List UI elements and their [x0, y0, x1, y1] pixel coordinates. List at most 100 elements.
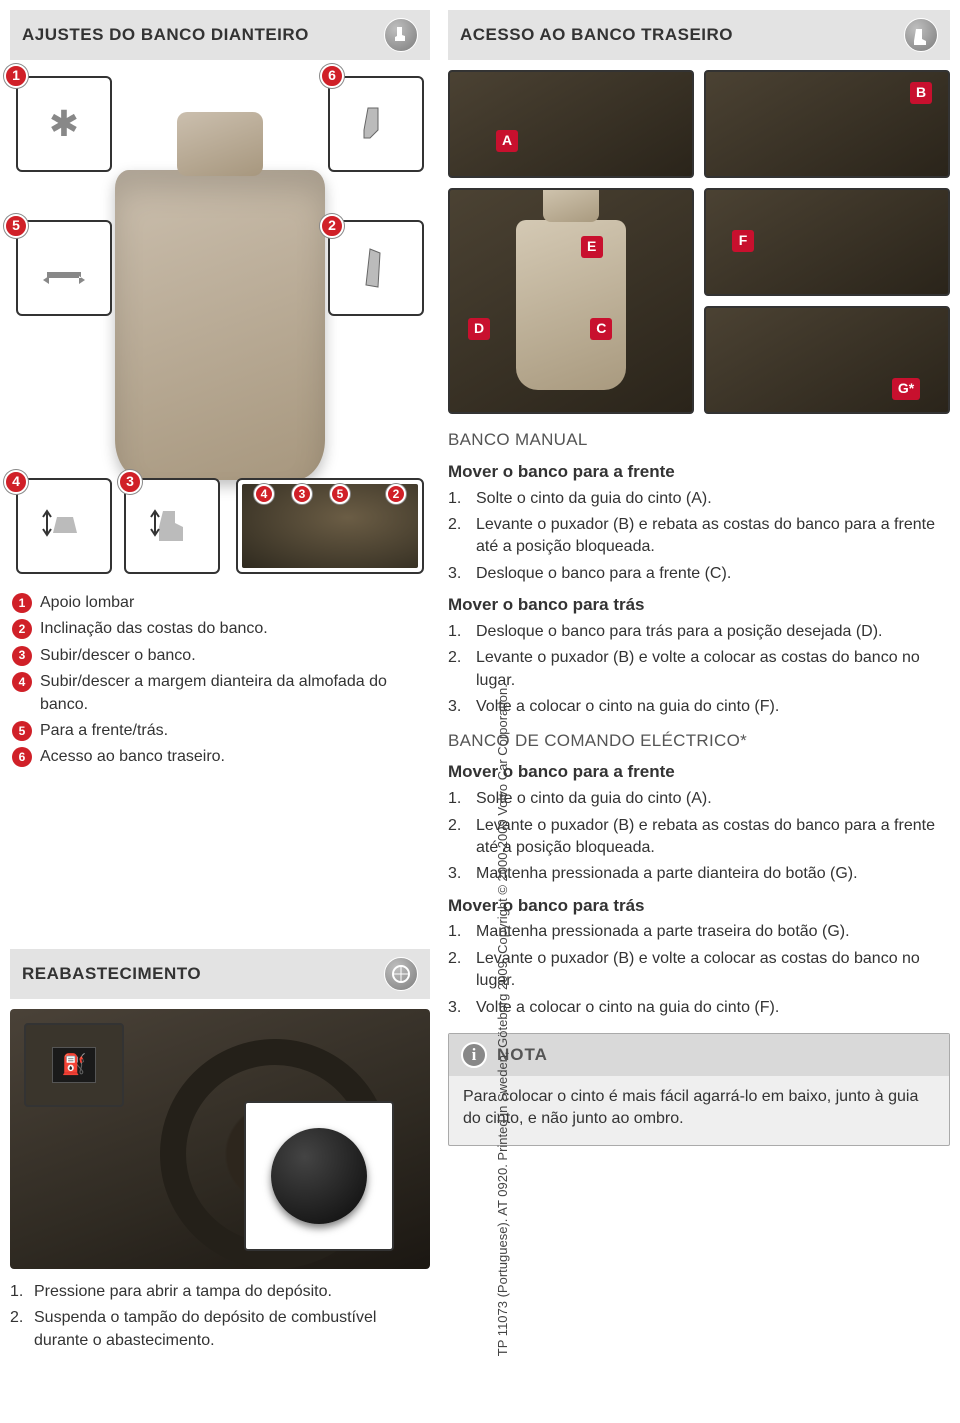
- list-item: 1. Desloque o banco para trás para a posi…: [448, 621, 950, 643]
- step-num: 1.: [448, 488, 466, 510]
- step-num: 1.: [10, 1281, 28, 1303]
- ajustes-header: AJUSTES DO BANCO DIANTEIRO: [10, 10, 430, 60]
- callout-4: [16, 478, 112, 574]
- refuel-title: REABASTECIMENTO: [22, 962, 201, 986]
- list-item: 2.Levante o puxador (B) e volte a coloca…: [448, 948, 950, 993]
- callout-2: [328, 220, 424, 316]
- manual-fwd-list: 1.Solte o cinto da guia do cinto (A). 2.…: [448, 488, 950, 586]
- electric-fwd-title: Mover o banco para a frente: [448, 760, 950, 784]
- manual-back-list: 1. Desloque o banco para trás para a posi…: [448, 621, 950, 719]
- refuel-header: REABASTECIMENTO: [10, 949, 430, 999]
- rear-cell-a: A: [448, 70, 694, 178]
- list-item: 1. Pressione para abrir a tampa do depósi…: [10, 1281, 430, 1303]
- badge-1: 1: [4, 64, 28, 88]
- refuel-steps: 1. Pressione para abrir a tampa do depósi…: [10, 1281, 430, 1352]
- refuel-illustration: ⛽: [10, 1009, 430, 1269]
- copyright-side-text: TP 11073 (Portuguese). AT 0920. Printed …: [494, 486, 512, 1356]
- legend-badge: 3: [12, 646, 32, 666]
- list-item: 2.Levante o puxador (B) e rebata as cost…: [448, 514, 950, 559]
- list-item: 3.Mantenha pressionada a parte dianteira…: [448, 863, 950, 885]
- rear-access-grid: A B E D C F G*: [448, 70, 950, 414]
- step-num: 1.: [448, 921, 466, 943]
- callout-5: [16, 220, 112, 316]
- wheel-icon: [384, 957, 418, 991]
- list-item: 2.Levante o puxador (B) e volte a coloca…: [448, 647, 950, 692]
- legend-row: 6 Acesso ao banco traseiro.: [10, 746, 430, 768]
- legend-text: Acesso ao banco traseiro.: [40, 746, 225, 768]
- note-body: Para colocar o cinto é mais fácil agarrá…: [449, 1076, 949, 1145]
- rear-cell-seat: E D C: [448, 188, 694, 414]
- step-num: 3.: [448, 997, 466, 1019]
- fuel-button-inset: ⛽: [24, 1023, 124, 1107]
- step-text: Mantenha pressionada a parte dianteira d…: [476, 863, 858, 885]
- list-item: 1.Solte o cinto da guia do cinto (A).: [448, 788, 950, 810]
- fuel-cap-inset: [244, 1101, 394, 1251]
- legend-text: Subir/descer a margem dianteira da almof…: [40, 671, 430, 716]
- letter-c: C: [590, 318, 612, 340]
- rear-cell-f: F: [704, 188, 950, 296]
- step-num: 2.: [448, 514, 466, 559]
- letter-d: D: [468, 318, 490, 340]
- list-item: 1.Solte o cinto da guia do cinto (A).: [448, 488, 950, 510]
- note-header: i NOTA: [449, 1034, 949, 1076]
- seat-mini: [516, 220, 626, 390]
- acesso-header: ACESSO AO BANCO TRASEIRO: [448, 10, 950, 60]
- list-item: 2.Suspenda o tampão do depósito de combu…: [10, 1307, 430, 1352]
- control-panel-callout: 4 3 5 2: [236, 478, 424, 574]
- rear-cell-b: B: [704, 70, 950, 178]
- badge-2: 2: [320, 214, 344, 238]
- step-num: 2.: [448, 815, 466, 860]
- step-text: Suspenda o tampão do depósito de combust…: [34, 1307, 430, 1352]
- letter-e: E: [581, 236, 603, 258]
- letter-b: B: [910, 82, 932, 104]
- list-item: 2.Levante o puxador (B) e rebata as cost…: [448, 815, 950, 860]
- step-num: 1.: [448, 621, 466, 643]
- panel-badge-3: 3: [292, 484, 312, 504]
- step-num: 3.: [448, 696, 466, 718]
- letter-g: G*: [892, 378, 920, 400]
- legend-row: 2 Inclinação das costas do banco.: [10, 618, 430, 640]
- step-num: 2.: [10, 1307, 28, 1352]
- legend-badge: 6: [12, 747, 32, 767]
- electric-fwd-list: 1.Solte o cinto da guia do cinto (A). 2.…: [448, 788, 950, 886]
- callout-3: [124, 478, 220, 574]
- step-text: Pressione para abrir a tampa do depósito…: [34, 1281, 332, 1303]
- step-text: Mantenha pressionada a parte traseira do…: [476, 921, 850, 943]
- seat-illustration: [115, 170, 325, 480]
- ajustes-diagram: ✱ 1 6 5 2 4 3: [10, 70, 430, 580]
- legend-badge: 5: [12, 721, 32, 741]
- legend-badge: 2: [12, 619, 32, 639]
- electric-back-title: Mover o banco para trás: [448, 894, 950, 918]
- badge-4: 4: [4, 470, 28, 494]
- legend-text: Para a frente/trás.: [40, 720, 168, 742]
- list-item: 3.Desloque o banco para a frente (C).: [448, 563, 950, 585]
- step-text: Levante o puxador (B) e rebata as costas…: [476, 815, 950, 860]
- panel-badge-2: 2: [386, 484, 406, 504]
- legend-badge: 1: [12, 593, 32, 613]
- fuel-pump-icon: ⛽: [52, 1047, 96, 1083]
- seat-icon: [384, 18, 418, 52]
- step-num: 2.: [448, 647, 466, 692]
- legend-text: Subir/descer o banco.: [40, 645, 196, 667]
- badge-6: 6: [320, 64, 344, 88]
- legend-row: 4 Subir/descer a margem dianteira da almo…: [10, 671, 430, 716]
- list-item: 3. Volte a colocar o cinto na guia do cin…: [448, 696, 950, 718]
- legend-badge: 4: [12, 672, 32, 692]
- legend-text: Apoio lombar: [40, 592, 134, 614]
- callout-6: [328, 76, 424, 172]
- step-text: Volte a colocar o cinto na guia do cinto…: [476, 997, 779, 1019]
- panel-badge-4: 4: [254, 484, 274, 504]
- step-text: Levante o puxador (B) e volte a colocar …: [476, 647, 950, 692]
- step-text: Levante o puxador (B) e rebata as costas…: [476, 514, 950, 559]
- step-num: 1.: [448, 788, 466, 810]
- step-text: Volte a colocar o cinto na guia do cinto…: [476, 696, 779, 718]
- legend-text: Inclinação das costas do banco.: [40, 618, 268, 640]
- badge-3: 3: [118, 470, 142, 494]
- list-item: 3. Volte a colocar o cinto na guia do cin…: [448, 997, 950, 1019]
- manual-back-title: Mover o banco para trás: [448, 593, 950, 617]
- step-num: 2.: [448, 948, 466, 993]
- manual-heading: BANCO MANUAL: [448, 428, 950, 452]
- step-text: Desloque o banco para trás para a posiçã…: [476, 621, 882, 643]
- fuel-cap: [271, 1128, 367, 1224]
- note-box: i NOTA Para colocar o cinto é mais fácil…: [448, 1033, 950, 1146]
